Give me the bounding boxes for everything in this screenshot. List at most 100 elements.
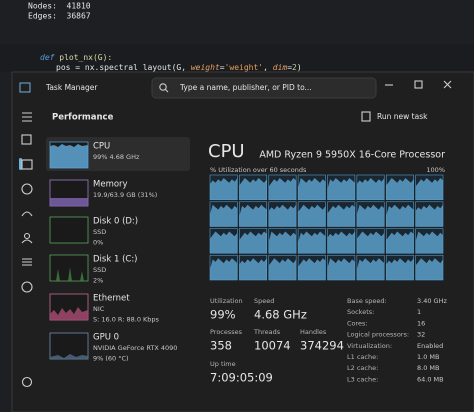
nav-services[interactable]	[21, 281, 33, 293]
core-graph-fill	[268, 204, 297, 227]
device-detail: 19.9/63.9 GB (31%)	[93, 191, 157, 199]
stat-label: Up time	[210, 360, 236, 368]
core-graph-fill	[210, 231, 238, 254]
device-thumbnail-fill	[50, 144, 88, 168]
device-detail: SSD	[93, 228, 106, 236]
nav-performance[interactable]	[21, 159, 33, 170]
stat-label: Speed	[254, 297, 274, 305]
spec-value: 3.40 GHz	[417, 297, 447, 305]
core-graph-fill	[210, 178, 238, 200]
device-name: GPU 0	[93, 333, 119, 343]
menu-button[interactable]	[22, 112, 32, 122]
device-detail: 2%	[93, 277, 103, 285]
search-icon	[159, 83, 167, 91]
core-graph-fill	[268, 258, 297, 280]
core-graph-fill	[415, 204, 443, 227]
code-token: 2	[292, 63, 297, 72]
search-icon	[165, 89, 169, 93]
nav-startup[interactable]	[21, 211, 33, 217]
device-name: Disk 0 (D:)	[93, 217, 138, 227]
stat-value: 7:09:05:09	[210, 371, 273, 385]
spec-label: L3 cache:	[347, 375, 378, 383]
core-graph-fill	[268, 231, 297, 254]
nav-indicator	[19, 158, 22, 170]
spec-label: Base speed:	[347, 297, 387, 305]
detail-title: CPU	[208, 141, 245, 162]
core-graph-fill	[239, 258, 267, 280]
device-detail: NIC	[93, 305, 105, 313]
spec-label: L2 cache:	[347, 364, 378, 372]
core-graph-fill	[415, 178, 443, 200]
stat-label: Threads	[253, 328, 281, 336]
device-detail: 0%	[93, 239, 103, 247]
window-title: Task Manager	[45, 83, 98, 92]
stat-value: 374294	[300, 339, 344, 353]
nav-processes[interactable]	[21, 134, 32, 145]
device-thumbnail-fill	[50, 307, 88, 320]
close-button[interactable]	[443, 80, 452, 89]
search-box[interactable]	[151, 77, 377, 99]
spec-label: Sockets:	[347, 308, 374, 316]
core-graph-fill	[386, 231, 414, 254]
spec-value: 1.0 MB	[417, 353, 439, 361]
device-thumbnail	[49, 332, 89, 360]
core-graph-fill	[210, 204, 238, 227]
core-graph-fill	[268, 178, 297, 200]
device-thumbnail	[49, 216, 89, 244]
core-graph-fill	[210, 258, 238, 280]
core-graph-fill	[298, 258, 326, 280]
code-line: pos = nx.spectral_layout(G, weight='weig…	[56, 63, 302, 72]
nav-settings[interactable]	[21, 376, 33, 388]
run-new-task[interactable]: Run new task	[377, 112, 428, 121]
code-token: ,	[263, 63, 273, 72]
device-name: Ethernet	[93, 294, 130, 304]
core-graph-fill	[327, 204, 355, 227]
stat-value: 10074	[254, 339, 291, 353]
code-token: weight	[191, 63, 220, 72]
code-token: plot_nx(G):	[54, 53, 112, 62]
spec-value: 64.0 MB	[417, 375, 444, 383]
core-graph-fill	[356, 231, 385, 254]
device-detail: 9% (60 °C)	[93, 355, 129, 363]
output-line: Edges: 36867	[28, 12, 91, 21]
code-token: =	[287, 63, 292, 72]
stat-label: Handles	[300, 328, 327, 336]
core-graph-fill	[415, 231, 443, 254]
device-detail: S: 16.0 R: 88.0 Kbps	[93, 316, 160, 324]
processor-name: AMD Ryzen 9 5950X 16-Core Processor	[259, 150, 445, 161]
spec-label: L1 cache:	[347, 353, 378, 361]
spec-value: 32	[417, 331, 425, 339]
maximize-button[interactable]	[414, 80, 423, 89]
core-graph-fill	[327, 178, 355, 200]
core-graph-fill	[239, 178, 267, 200]
core-graph-fill	[327, 258, 355, 280]
stat-value: 99%	[210, 308, 236, 322]
spec-label: Cores:	[347, 319, 368, 327]
graph-label: % Utilization over 60 seconds	[210, 166, 307, 174]
core-graph-fill	[239, 204, 267, 227]
device-detail: SSD	[93, 266, 106, 274]
stat-label: Processes	[210, 328, 243, 336]
nav-details[interactable]	[22, 258, 32, 266]
code-token: =	[220, 63, 225, 72]
core-graph-fill	[356, 258, 385, 280]
device-name: Disk 1 (C:)	[93, 255, 138, 265]
code-line: def plot_nx(G):	[40, 53, 112, 62]
code-token: dim	[273, 63, 288, 72]
stat-value: 358	[210, 339, 232, 353]
nav-users[interactable]	[23, 232, 31, 240]
spec-value: 1	[417, 308, 421, 316]
device-thumbnail-fill	[50, 354, 88, 359]
output-line: Nodes: 41810	[28, 2, 91, 11]
device-thumbnail-fill	[50, 198, 88, 206]
core-graph-fill	[356, 204, 385, 227]
core-graph-fill	[356, 178, 385, 200]
core-graph-fill	[386, 178, 414, 200]
nav-app-history[interactable]	[21, 183, 33, 195]
nav-users[interactable]	[21, 239, 33, 244]
spec-value: 16	[417, 319, 425, 327]
device-name: CPU	[93, 142, 110, 152]
core-graph-fill	[386, 258, 414, 280]
spec-value: 8.0 MB	[417, 364, 439, 372]
stat-label: Utilization	[210, 297, 243, 305]
